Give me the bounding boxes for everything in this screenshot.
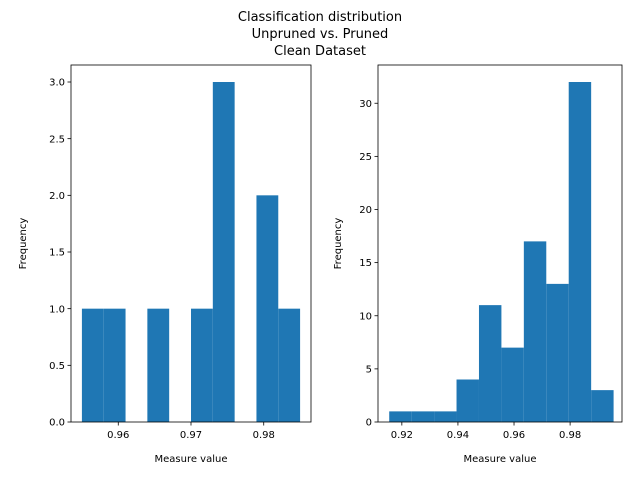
histogram-bar: [411, 411, 435, 423]
y-tick-label: 0: [366, 418, 372, 429]
histogram-bar: [501, 347, 524, 423]
histogram-bar: [434, 411, 457, 423]
y-axis-label: Frequency: [333, 218, 344, 270]
y-tick-label: 30: [359, 99, 372, 110]
y-tick-label: 3.0: [49, 78, 65, 89]
axes-frame: [377, 64, 623, 423]
figure-title-line-3: Clean Dataset: [274, 44, 366, 59]
histogram-bar: [81, 308, 104, 422]
y-tick-label: 10: [359, 311, 372, 322]
histogram-bar: [591, 390, 614, 423]
figure-title-line-2: Unpruned vs. Pruned: [252, 27, 389, 42]
y-tick-label: 0.5: [49, 361, 65, 372]
y-tick-label: 0.0: [49, 418, 65, 429]
figure-title-line-1: Classification distribution: [238, 10, 402, 25]
y-tick-label: 15: [359, 258, 372, 269]
histogram-bar: [568, 82, 592, 422]
histogram-bar: [546, 283, 569, 423]
x-tick-label: 0.94: [447, 430, 469, 441]
histogram-bar: [389, 411, 412, 423]
y-tick-label: 1.5: [49, 248, 65, 259]
histogram-bar: [278, 308, 301, 422]
y-tick-label: 2.5: [49, 134, 65, 145]
histogram-bar: [147, 308, 170, 422]
y-tick-label: 20: [359, 205, 372, 216]
y-tick-label: 25: [359, 152, 372, 163]
x-axis-label: Measure value: [464, 454, 537, 465]
y-tick-label: 1.0: [49, 304, 65, 315]
histogram-bar: [191, 308, 213, 422]
left-histogram: 0.96 0.97 0.98 0.0 0.5 1.0 1.5 2.0 2.5 3.0 Measure…: [18, 64, 312, 465]
y-axis-label: Frequency: [18, 218, 29, 270]
x-tick-label: 0.96: [107, 430, 129, 441]
y-tick-label: 5: [366, 364, 372, 375]
x-tick-label: 0.98: [253, 430, 275, 441]
histogram-bar: [478, 305, 502, 423]
y-tick-label: 2.0: [49, 191, 65, 202]
histogram-bar: [103, 308, 126, 422]
x-tick-label: 0.97: [180, 430, 202, 441]
x-tick-label: 0.98: [559, 430, 581, 441]
right-histogram: 0.92 0.94 0.96 0.98 0 5 10 15 20 25 30 Measure valu…: [333, 64, 623, 465]
histogram-bar: [256, 195, 279, 422]
histogram-bar: [456, 379, 479, 422]
x-tick-label: 0.92: [391, 430, 413, 441]
histogram-bar: [212, 82, 235, 422]
x-tick-label: 0.96: [503, 430, 525, 441]
x-axis-label: Measure value: [155, 454, 228, 465]
histogram-bar: [523, 241, 547, 423]
